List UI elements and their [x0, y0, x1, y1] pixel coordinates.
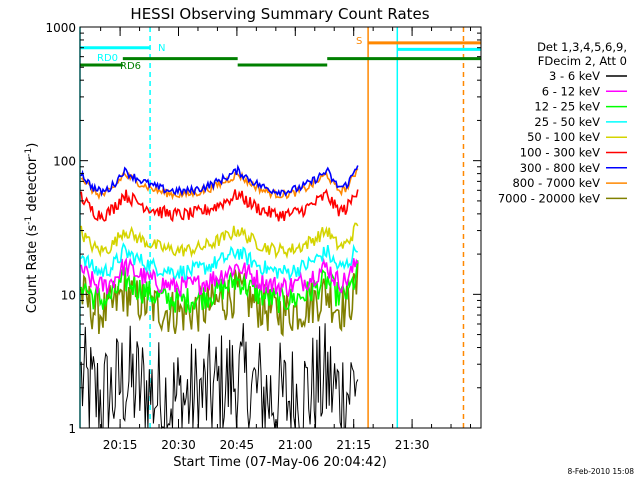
legend-label: 100 - 300 keV	[520, 146, 600, 160]
legend-header-line-2: FDecim 2, Att 0	[538, 54, 627, 68]
legend-label: 800 - 7000 keV	[512, 176, 600, 190]
x-tick-label: 21:00	[278, 438, 313, 452]
flag-label: RD0	[97, 53, 118, 64]
x-tick-label: 20:45	[220, 438, 255, 452]
x-axis: 20:15 20:30 20:45 21:00 21:15 21:30	[100, 27, 471, 452]
plot-area: RD0 N RD6 S	[79, 27, 481, 430]
series-line	[80, 188, 359, 223]
y-tick-label: 1	[68, 422, 76, 436]
y-tick-label: 100	[53, 155, 76, 169]
legend-label: 25 - 50 keV	[534, 115, 600, 129]
legend-label: 50 - 100 keV	[527, 130, 600, 144]
y-tick-label: 1000	[45, 21, 76, 35]
series-line	[80, 164, 359, 198]
series-line	[80, 168, 359, 201]
legend-label: 12 - 25 keV	[534, 100, 600, 114]
y-axis: 1 10 100 1000	[45, 21, 481, 436]
legend-header-line-1: Det 1,3,4,5,6,9,	[537, 40, 627, 54]
flag-label: RD6	[120, 61, 141, 72]
series-line	[80, 323, 359, 430]
series-line	[80, 222, 359, 260]
legend-label: 6 - 12 keV	[542, 84, 600, 98]
series-line	[80, 256, 359, 298]
x-tick-label: 20:30	[161, 438, 196, 452]
timestamp: 8-Feb-2010 15:08	[567, 467, 634, 476]
y-axis-label: Count Rate (s-1 detector-1)	[24, 143, 40, 314]
flag-label: N	[158, 43, 165, 54]
legend-label: 3 - 6 keV	[549, 69, 600, 83]
x-tick-label: 20:15	[103, 438, 138, 452]
chart-title: HESSI Observing Summary Count Rates	[130, 5, 429, 23]
legend-label: 300 - 800 keV	[520, 161, 600, 175]
series-line	[80, 242, 358, 281]
series-line	[80, 260, 359, 314]
flag-label: S	[356, 36, 362, 47]
x-tick-label: 21:30	[395, 438, 430, 452]
legend: Det 1,3,4,5,6,9, FDecim 2, Att 0 3 - 6 k…	[498, 40, 627, 205]
x-axis-label: Start Time (07-May-06 20:04:42)	[173, 455, 387, 470]
legend-label: 7000 - 20000 keV	[498, 191, 600, 205]
x-tick-label: 21:15	[336, 438, 371, 452]
y-tick-label: 10	[61, 288, 76, 302]
plot-frame	[79, 26, 482, 429]
